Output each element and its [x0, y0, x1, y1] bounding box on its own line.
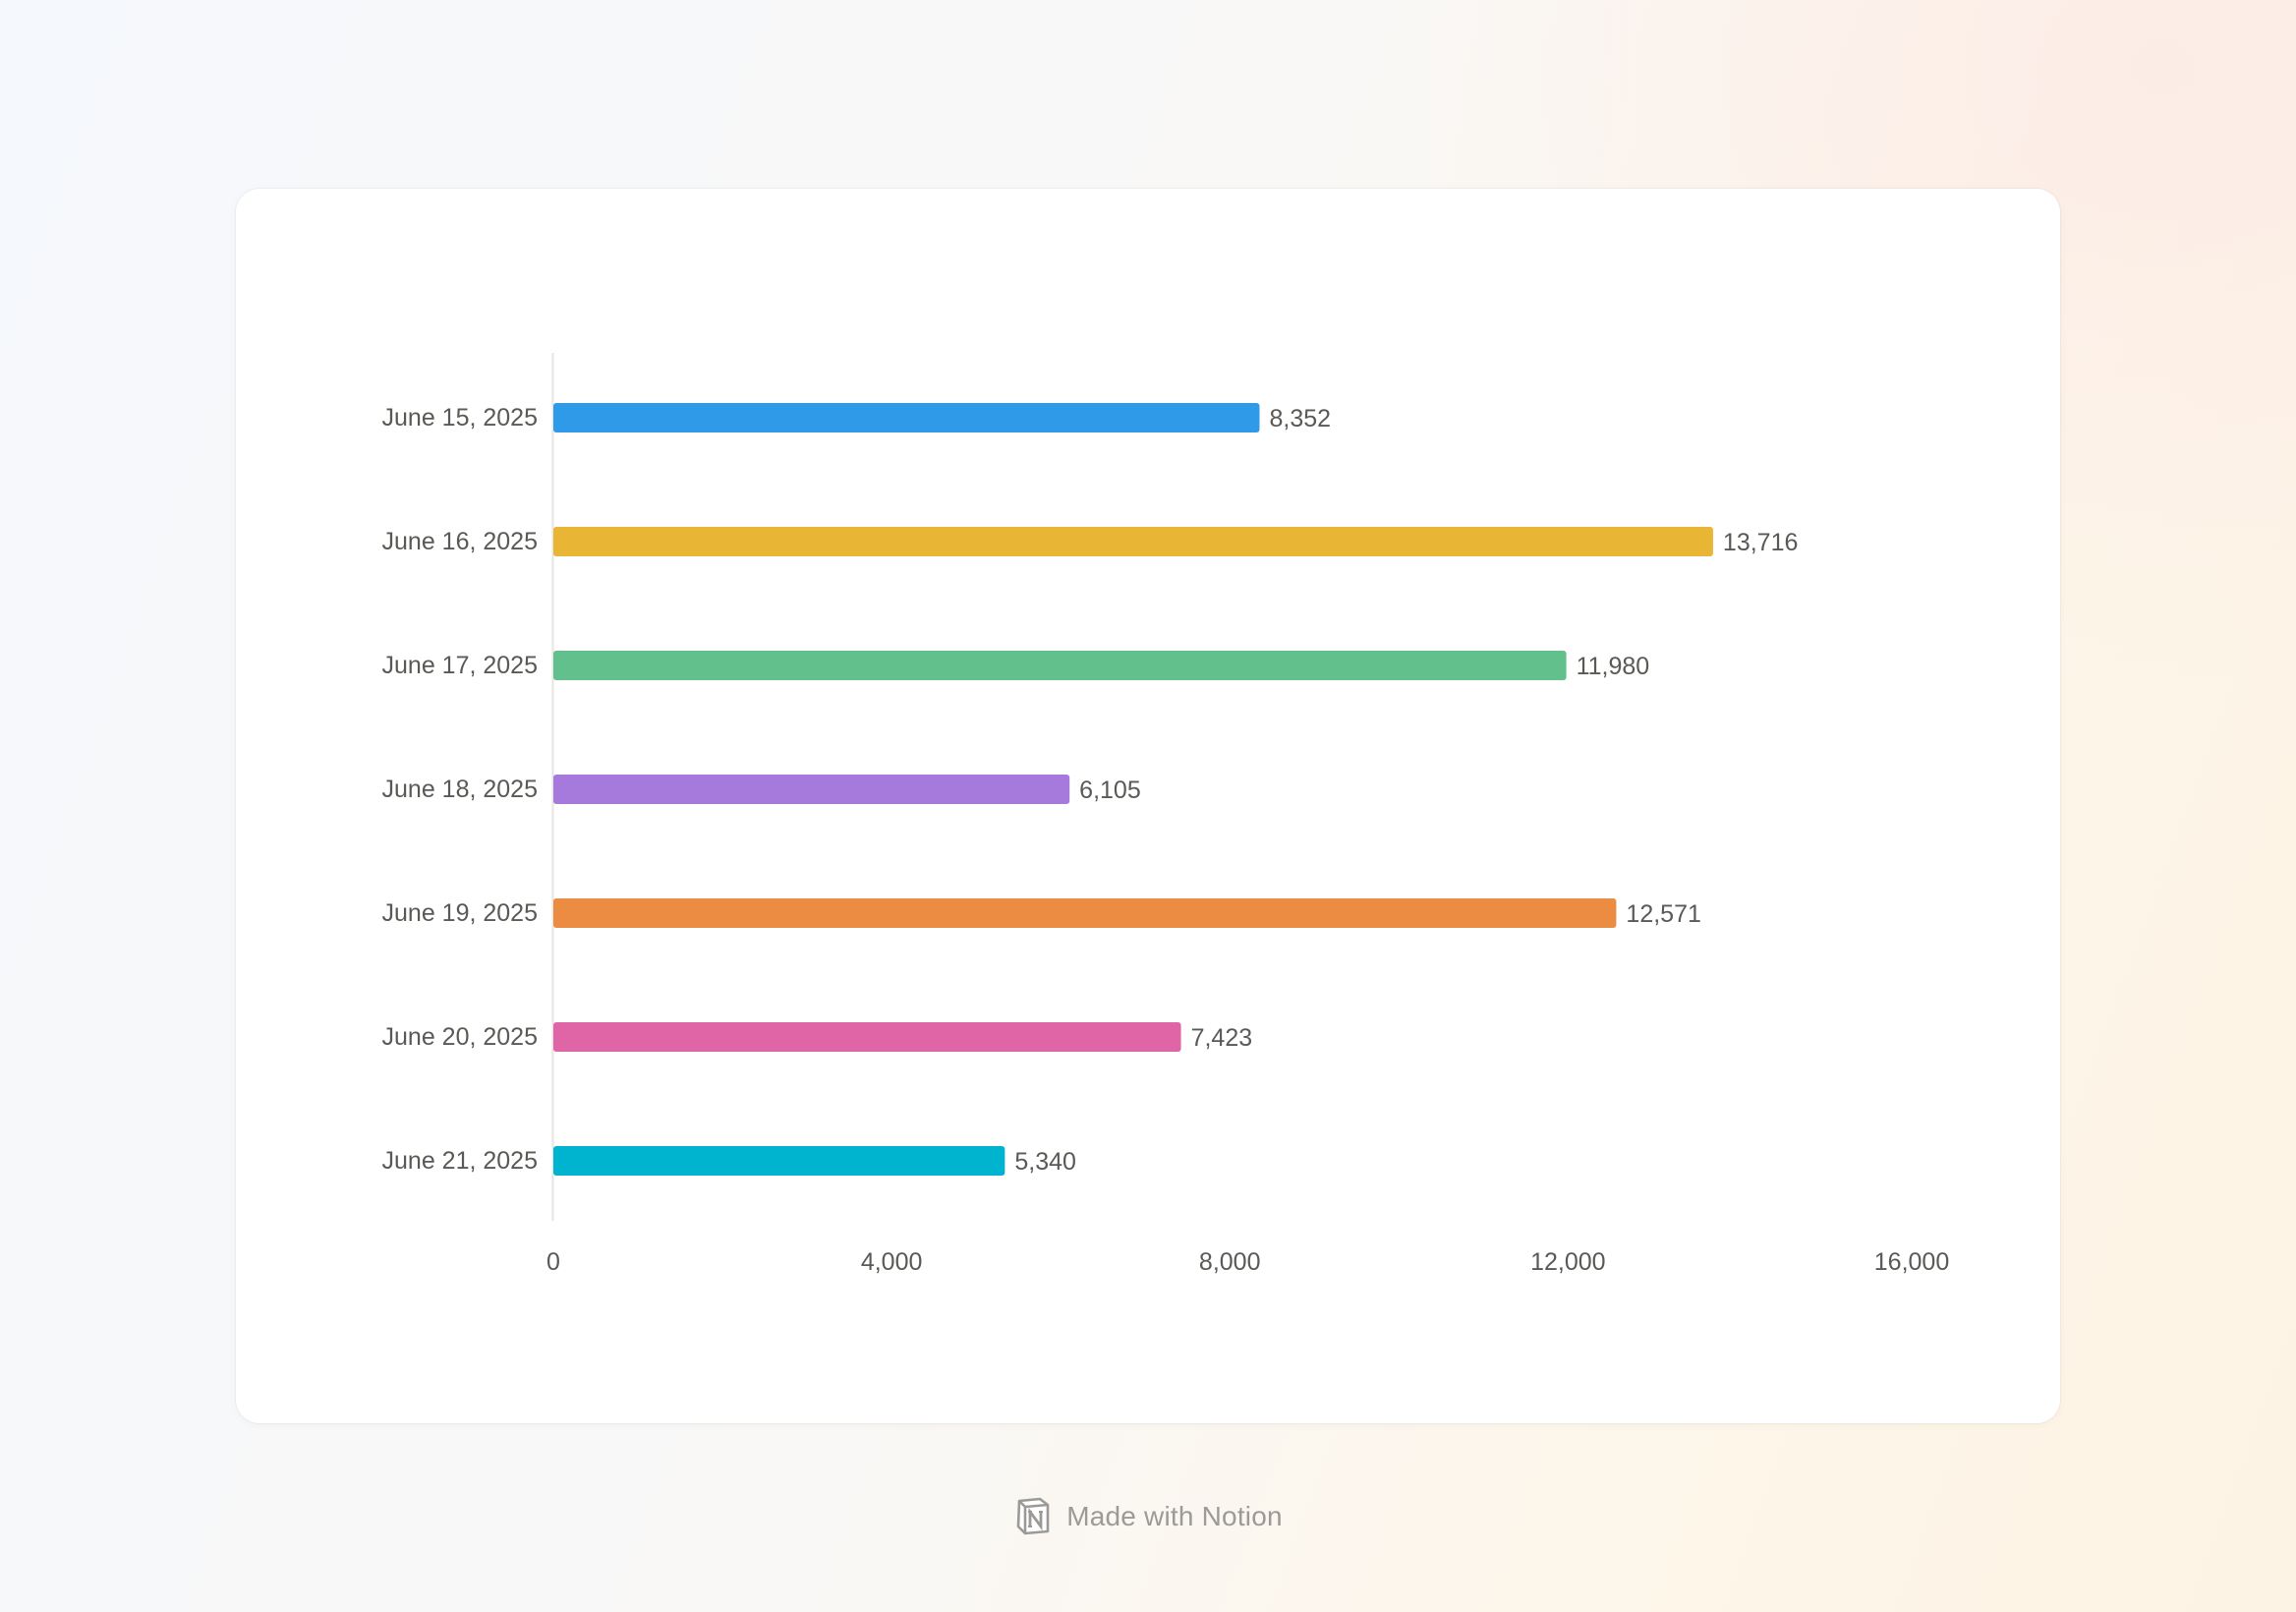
category-labels-group: June 15, 2025 June 16, 2025 June 17, 2025 J… [382, 404, 538, 1175]
category-label: June 21, 2025 [382, 1147, 538, 1175]
x-tick-label: 0 [546, 1248, 560, 1276]
value-label: 13,716 [1723, 529, 1798, 556]
notion-logo-icon [1016, 1497, 1050, 1535]
bar[interactable] [553, 898, 1617, 928]
category-label: June 17, 2025 [382, 652, 538, 679]
category-label: June 15, 2025 [382, 404, 538, 432]
category-label: June 20, 2025 [382, 1023, 538, 1051]
bar-chart: June 15, 2025 June 16, 2025 June 17, 2025 J… [382, 353, 1949, 1276]
bar[interactable] [553, 1022, 1181, 1052]
x-tick-label: 4,000 [861, 1248, 923, 1276]
bar[interactable] [553, 651, 1567, 680]
value-label: 7,423 [1191, 1024, 1253, 1052]
bar[interactable] [553, 403, 1260, 432]
chart-card: June 15, 2025 June 16, 2025 June 17, 2025 J… [236, 189, 2060, 1423]
x-tick-label: 16,000 [1874, 1248, 1949, 1276]
x-tick-label: 8,000 [1199, 1248, 1261, 1276]
made-with-notion-badge[interactable]: Made with Notion [0, 1496, 2296, 1537]
value-label: 11,980 [1577, 653, 1650, 680]
bar[interactable] [553, 1146, 1005, 1176]
value-label: 8,352 [1269, 405, 1331, 432]
x-tick-label: 12,000 [1530, 1248, 1605, 1276]
bar[interactable] [553, 775, 1070, 804]
category-label: June 16, 2025 [382, 528, 538, 555]
value-labels-group: 8,352 13,716 11,980 6,105 12,571 7,423 5,340 [1014, 405, 1798, 1176]
bar[interactable] [553, 527, 1713, 556]
value-label: 5,340 [1014, 1148, 1076, 1176]
category-label: June 19, 2025 [382, 899, 538, 927]
bars-group [553, 403, 1713, 1176]
value-label: 12,571 [1626, 900, 1700, 928]
value-label: 6,105 [1079, 777, 1141, 804]
footer-text: Made with Notion [1066, 1501, 1283, 1531]
x-axis-ticks-group: 0 4,000 8,000 12,000 16,000 [546, 1248, 1949, 1276]
category-label: June 18, 2025 [382, 776, 538, 803]
